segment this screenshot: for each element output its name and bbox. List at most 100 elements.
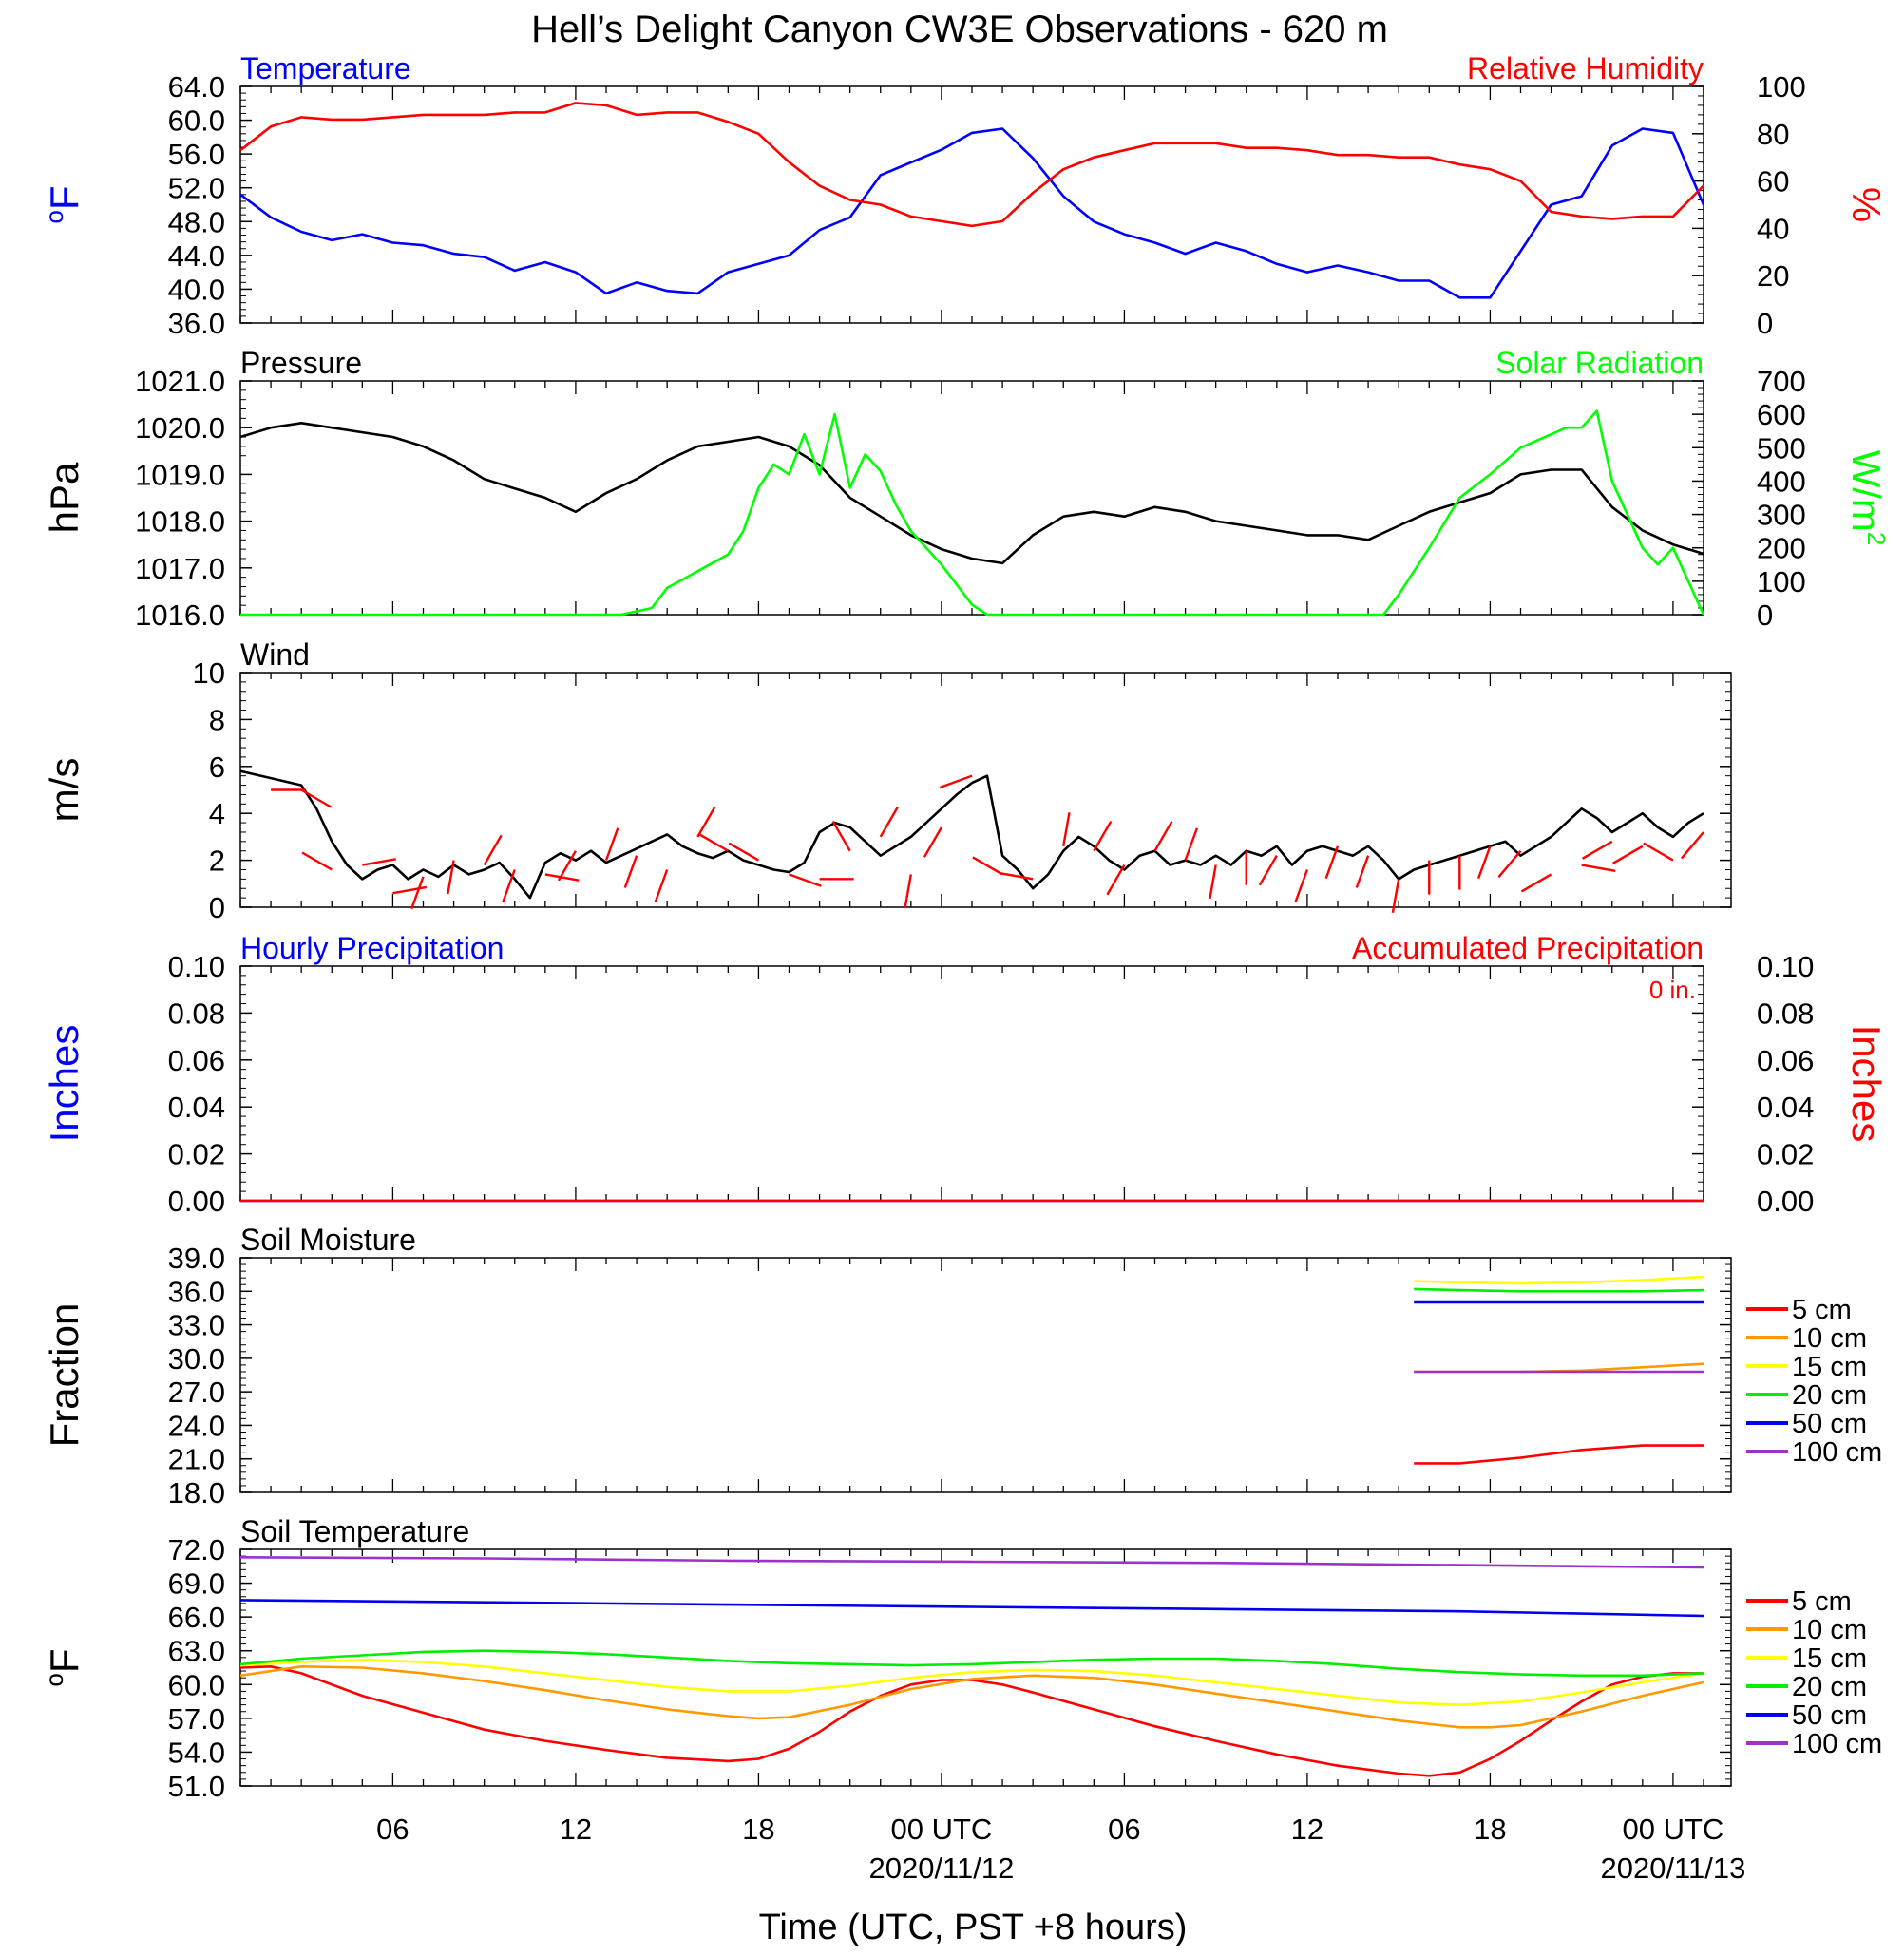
x-date-label: 2020/11/13 <box>1600 1851 1745 1885</box>
series-100-cm <box>239 1556 1704 1569</box>
wind-barb <box>831 820 851 852</box>
panel-precip: 0.10 0.08 0.06 0.04 0.02 0.00 0.10 0.08 0.06 0.04… <box>42 931 1889 1218</box>
x-tick-label: 06 <box>376 1813 409 1846</box>
wind-barb <box>1581 864 1616 872</box>
y-tick-label-right: 0.08 <box>1757 996 1814 1030</box>
y-tick-label-left: 1020.0 <box>135 411 225 445</box>
wind-barb <box>1355 855 1370 888</box>
series-pressure <box>239 421 1704 565</box>
y-tick-label-left: 1019.0 <box>135 458 225 491</box>
plot-frame <box>239 380 1704 616</box>
panel-title-left: Temperature <box>240 51 411 85</box>
legend-label: 100 cm <box>1792 1437 1882 1468</box>
series-5-cm <box>239 1665 1704 1777</box>
y-tick-label-right: 0.10 <box>1757 950 1814 983</box>
series-15-cm <box>239 1658 1704 1706</box>
y-tick-label-right: 500 <box>1757 431 1806 465</box>
wind-barb <box>789 873 822 887</box>
y-tick-label-right: 600 <box>1757 398 1806 431</box>
series-temperature <box>239 127 1705 299</box>
series-relative-humidity <box>239 102 1704 228</box>
panel-title-right: Relative Humidity <box>1467 51 1704 85</box>
y-tick-label-right: 0.06 <box>1757 1044 1814 1077</box>
y-tick-label-left: 2 <box>209 845 225 878</box>
y-tick-label-left: 36.0 <box>168 1275 225 1308</box>
wind-barb <box>447 860 455 895</box>
y-axis-label-right: Inches <box>1844 1025 1889 1143</box>
y-tick-label-right: 20 <box>1757 259 1789 293</box>
wind-barb <box>904 874 913 909</box>
y-tick-label-left: 64.0 <box>168 70 225 104</box>
y-tick-label-left: 21.0 <box>168 1443 225 1476</box>
y-tick-label-right: 200 <box>1757 532 1806 565</box>
y-tick-label-left: 1017.0 <box>135 552 225 585</box>
page-title: Hell’s Delight Canyon CW3E Observations … <box>531 9 1388 50</box>
x-axis-title: Time (UTC, PST +8 hours) <box>759 1908 1188 1947</box>
y-tick-label-right: 700 <box>1757 365 1806 398</box>
legend-label: 50 cm <box>1792 1700 1867 1731</box>
series-10-cm <box>239 1665 1704 1729</box>
series-solar-radiation <box>240 409 1705 617</box>
y-tick-label-left: 63.0 <box>168 1635 225 1668</box>
plot-frame <box>239 1257 1732 1493</box>
panel-title-left: Soil Temperature <box>240 1514 469 1548</box>
y-tick-label-right: 60 <box>1757 165 1789 199</box>
legend-label: 15 cm <box>1792 1643 1867 1674</box>
panel-pressure_solar: 1021.0 1020.0 1019.0 1018.0 1017.0 1016.0 7006… <box>42 346 1891 632</box>
y-tick-label-right: 0 <box>1757 598 1773 632</box>
y-axis-label-left: oF <box>40 1648 86 1686</box>
plot-frame <box>239 965 1704 1202</box>
wind-barb <box>1643 842 1674 862</box>
panels: 64.060.056.052.048.044.040.036.010080604… <box>40 51 1891 1803</box>
y-tick-label-left: 66.0 <box>168 1601 225 1634</box>
y-tick-label-left: 72.0 <box>168 1533 225 1566</box>
wind-barb <box>544 873 580 882</box>
y-tick-label-left: 51.0 <box>168 1770 225 1803</box>
legend-label: 10 cm <box>1792 1615 1867 1645</box>
wind-barb <box>728 842 760 862</box>
wind-barb <box>696 807 716 838</box>
y-tick-label-left: 8 <box>209 703 225 736</box>
panel-title-right: Accumulated Precipitation <box>1352 931 1704 965</box>
y-tick-label-left: 0.06 <box>168 1044 225 1077</box>
panel-wind: 10 8 6 4 2 0 Wind m/s <box>42 637 1732 924</box>
y-tick-label-left: 0.08 <box>168 996 225 1030</box>
y-tick-label-right: 80 <box>1757 118 1789 151</box>
y-tick-label-left: 27.0 <box>168 1376 225 1409</box>
wind-barb <box>1062 812 1071 846</box>
y-tick-label-left: 54.0 <box>168 1736 225 1769</box>
x-tick-label: 00 UTC <box>891 1813 993 1846</box>
precip-total-annotation: 0 in. <box>1649 976 1696 1004</box>
y-tick-label-right: 0.04 <box>1757 1091 1814 1124</box>
panel-temp_rh: 64.060.056.052.048.044.040.036.0 100 80 60 4… <box>40 51 1889 340</box>
wind-barb <box>1294 869 1309 902</box>
series-15-cm <box>1414 1275 1704 1285</box>
y-tick-label-left: 60.0 <box>168 1668 225 1701</box>
wind-barb <box>392 885 428 895</box>
wind-barb <box>923 826 942 858</box>
wind-barb <box>557 850 577 882</box>
plot-frame <box>239 85 1704 324</box>
wind-barb <box>654 869 669 902</box>
y-axis-label-left: m/s <box>42 758 86 823</box>
series-wind <box>239 769 1704 900</box>
y-tick-label-left: 48.0 <box>168 205 225 238</box>
plot-frame <box>239 1548 1732 1787</box>
legend-label: 20 cm <box>1792 1380 1867 1411</box>
legend-label: 20 cm <box>1792 1672 1867 1702</box>
y-tick-label-right: 0.00 <box>1757 1185 1814 1218</box>
plot-frame <box>239 672 1732 908</box>
y-tick-label-left: 1016.0 <box>135 598 225 632</box>
y-axis-label-right: W/m2 <box>1844 450 1891 546</box>
wind-barb <box>1209 864 1217 900</box>
y-tick-label-left: 44.0 <box>168 239 225 273</box>
panel-title-left: Wind <box>240 637 310 672</box>
x-axis: Time (UTC, PST +8 hours) 06 12 18 00 UTC 06 1… <box>376 1813 1745 1947</box>
wind-barb <box>1324 845 1340 880</box>
y-tick-label-left: 56.0 <box>168 138 225 171</box>
y-tick-label-right: 300 <box>1757 499 1806 532</box>
y-tick-label-left: 52.0 <box>168 172 225 205</box>
y-tick-label-left: 36.0 <box>168 307 225 340</box>
x-tick-label: 06 <box>1108 1813 1140 1846</box>
wind-barb <box>301 851 333 871</box>
